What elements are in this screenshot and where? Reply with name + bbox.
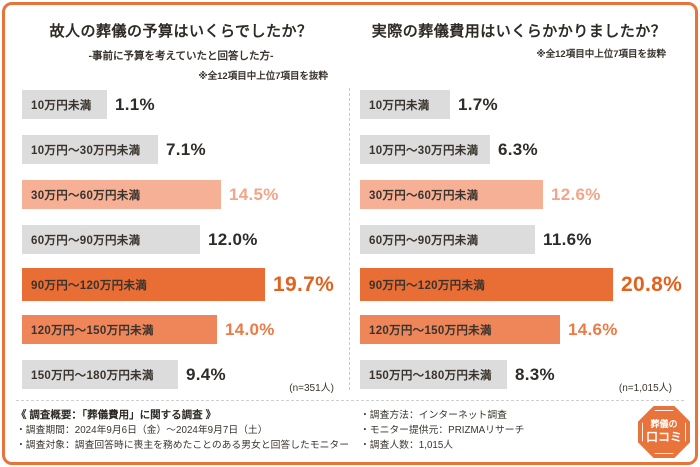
- bar-row: 90万円～120万円未満 19.7%: [22, 268, 344, 301]
- bar-value-label: 9.4%: [186, 364, 226, 384]
- bar-row: 60万円～90万円未満 11.6%: [360, 225, 682, 254]
- survey-monitor-source: ・モニター提供元：PRIZMAリサーチ: [360, 425, 525, 436]
- bar: 60万円～90万円未満: [360, 225, 535, 254]
- bar-category-label: 60万円～90万円未満: [31, 234, 141, 247]
- bar-row: 10万円未満 1.1%: [22, 90, 344, 119]
- survey-target: ・調査対象：調査回答時に喪主を務めたことのある男女と回答したモニター: [16, 440, 349, 451]
- bar: 10万円～30万円未満: [22, 135, 158, 164]
- sougi-no-kuchikomi-logo: 葬儀の 口コミ: [638, 406, 690, 458]
- logo-text-top: 葬儀の: [650, 419, 678, 430]
- bar-category-label: 150万円～180万円未満: [369, 369, 492, 382]
- bar-value-label: 20.8%: [621, 272, 683, 296]
- bar-row: 120万円～150万円未満 14.0%: [22, 315, 344, 344]
- bar-value-label: 12.0%: [208, 229, 258, 249]
- bar-category-label: 120万円～150万円未満: [369, 324, 492, 337]
- bar-rows: 10万円未満 1.1% 10万円～30万円未満 7.1% 30万円～60万円未満 14.5…: [22, 90, 344, 405]
- bar-category-label: 10万円未満: [369, 99, 430, 112]
- bar-value-label: 12.6%: [551, 184, 601, 204]
- sample-size: (n=1,015人): [618, 383, 672, 394]
- vertical-divider: [349, 88, 350, 390]
- bar-category-label: 30万円～60万円未満: [31, 189, 141, 202]
- bar-category-label: 10万円未満: [31, 99, 92, 112]
- chart-budget: 故人の葬儀の予算はいくらでしたか？ -事前に予算を考えていたと回答した方- ※全…: [18, 12, 344, 402]
- bar-category-label: 30万円～60万円未満: [369, 189, 479, 202]
- bar-row: 90万円～120万円未満 20.8%: [360, 268, 683, 301]
- bar: 120万円～150万円未満: [360, 315, 560, 344]
- bar: 150万円～180万円未満: [360, 360, 507, 389]
- bar-value-label: 11.6%: [543, 229, 592, 249]
- bar-row: 30万円～60万円未満 12.6%: [360, 180, 682, 209]
- bar-category-label: 90万円～120万円未満: [31, 279, 148, 292]
- bar-row: 120万円～150万円未満 14.6%: [360, 315, 682, 344]
- bar-row: 10万円～30万円未満 6.3%: [360, 135, 682, 164]
- bar-category-label: 10万円～30万円未満: [369, 144, 479, 157]
- survey-overview-heading: 《 調査概要：「葬儀費用」に関する調査 》: [16, 409, 217, 421]
- bar-category-label: 60万円～90万円未満: [369, 234, 479, 247]
- survey-footer: 《 調査概要：「葬儀費用」に関する調査 》 ・調査期間：2024年9月6日（金）…: [16, 400, 684, 453]
- bar: 10万円未満: [22, 90, 107, 119]
- bar-category-label: 90万円～120万円未満: [369, 279, 486, 292]
- bar-row: 60万円～90万円未満 12.0%: [22, 225, 344, 254]
- bar-category-label: 150万円～180万円未満: [31, 369, 154, 382]
- bar-value-label: 14.5%: [229, 184, 279, 204]
- bar: 10万円～30万円未満: [360, 135, 490, 164]
- chart-note: ※全12項目中上位7項目を抜粋: [536, 49, 666, 60]
- bar: 90万円～120万円未満: [360, 268, 613, 301]
- bar-category-label: 10万円～30万円未満: [31, 144, 141, 157]
- bar-rows: 10万円未満 1.7% 10万円～30万円未満 6.3% 30万円～60万円未満 12.6…: [360, 90, 682, 405]
- bar-value-label: 14.6%: [568, 319, 618, 339]
- bar: 30万円～60万円未満: [22, 180, 221, 209]
- bar-category-label: 120万円～150万円未満: [31, 324, 154, 337]
- bar-value-label: 14.0%: [225, 319, 275, 339]
- chart-subtitle: -事前に予算を考えていたと回答した方-: [88, 50, 274, 62]
- survey-period: ・調査期間：2024年9月6日（金）～2024年9月7日（土）: [16, 425, 268, 436]
- survey-overview-block: 《 調査概要：「葬儀費用」に関する調査 》 ・調査期間：2024年9月6日（金）…: [16, 408, 360, 453]
- bar-row: 10万円未満 1.7%: [360, 90, 682, 119]
- survey-method: ・調査方法：インターネット調査: [360, 410, 507, 421]
- chart-title: 実際の葬儀費用はいくらかかりましたか？: [371, 23, 667, 40]
- bar-value-label: 19.7%: [273, 272, 335, 296]
- bar-row: 10万円～30万円未満 7.1%: [22, 135, 344, 164]
- bar: 30万円～60万円未満: [360, 180, 543, 209]
- bar-row: 150万円～180万円未満 8.3%: [360, 360, 682, 389]
- chart-title: 故人の葬儀の予算はいくらでしたか？: [49, 23, 313, 40]
- bar-value-label: 1.7%: [458, 94, 498, 114]
- sample-size: (n=351人): [289, 383, 334, 394]
- bar: 120万円～150万円未満: [22, 315, 217, 344]
- bar-value-label: 7.1%: [166, 139, 206, 159]
- bar: 10万円未満: [360, 90, 450, 119]
- bar-row: 30万円～60万円未満 14.5%: [22, 180, 344, 209]
- chart-actual-cost: 実際の葬儀費用はいくらかかりましたか？ ※全12項目中上位7項目を抜粋 10万円…: [356, 12, 682, 402]
- logo-text-bottom: 口コミ: [645, 430, 682, 445]
- bar-row: 150万円～180万円未満 9.4%: [22, 360, 344, 389]
- bar-value-label: 8.3%: [515, 364, 555, 384]
- bar: 90万円～120万円未満: [22, 268, 265, 301]
- bar: 150万円～180万円未満: [22, 360, 178, 389]
- survey-details-block: ・調査方法：インターネット調査 ・モニター提供元：PRIZMAリサーチ ・調査人…: [360, 408, 684, 453]
- bar-value-label: 1.1%: [115, 94, 155, 114]
- bar-value-label: 6.3%: [498, 139, 538, 159]
- bar: 60万円～90万円未満: [22, 225, 200, 254]
- chart-note: ※全12項目中上位7項目を抜粋: [198, 71, 328, 82]
- survey-respondent-count: ・調査人数：1,015人: [360, 440, 454, 451]
